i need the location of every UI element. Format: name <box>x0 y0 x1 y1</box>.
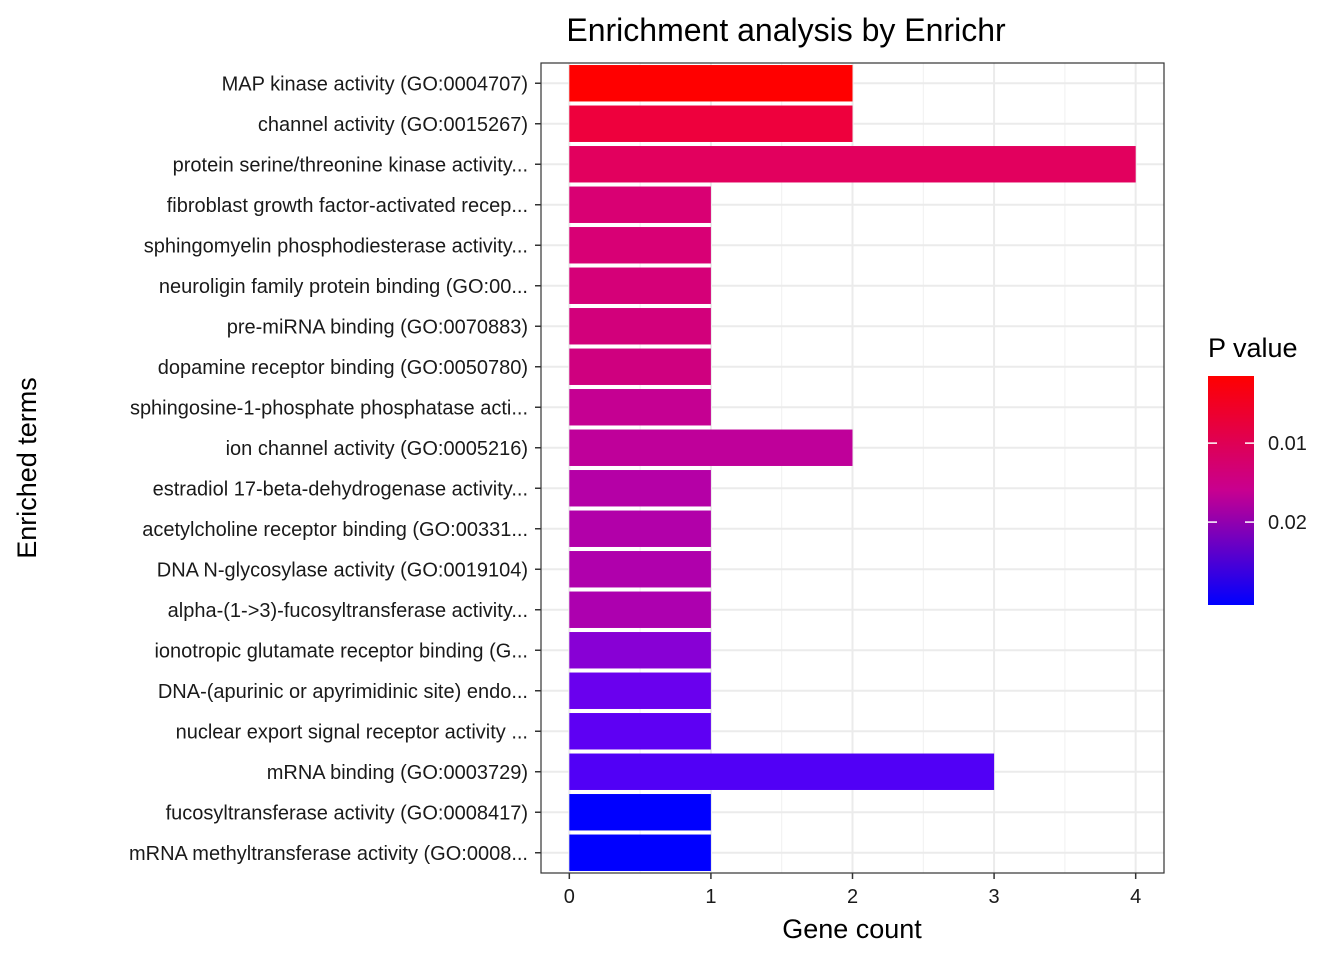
bars <box>569 65 1136 871</box>
bar <box>569 551 711 588</box>
category-label: sphingomyelin phosphodiesterase activity… <box>144 235 528 257</box>
bar <box>569 794 711 831</box>
x-axis-title: Gene count <box>782 914 922 944</box>
bar <box>569 348 711 385</box>
x-tick-label: 4 <box>1130 886 1141 908</box>
bar <box>569 65 853 102</box>
x-tick-label: 2 <box>847 886 858 908</box>
bar <box>569 389 711 426</box>
bar <box>569 267 711 304</box>
category-label: fucosyltransferase activity (GO:0008417) <box>166 802 528 824</box>
bar <box>569 429 853 466</box>
legend-label: 0.01 <box>1268 433 1307 455</box>
bar <box>569 591 711 628</box>
category-label: ion channel activity (GO:0005216) <box>226 438 528 460</box>
bar <box>569 186 711 223</box>
category-label: fibroblast growth factor-activated recep… <box>167 195 528 217</box>
legend: P value 0.01 0.02 <box>1208 333 1307 605</box>
y-axis: MAP kinase activity (GO:0004707) channel … <box>129 73 541 865</box>
bar <box>569 672 711 709</box>
chart-title: Enrichment analysis by Enrichr <box>566 12 1006 48</box>
bar <box>569 470 711 507</box>
category-label: neuroligin family protein binding (GO:00… <box>159 276 528 298</box>
category-label: protein serine/threonine kinase activity… <box>173 154 528 176</box>
legend-colorbar <box>1208 376 1254 605</box>
x-tick-label: 3 <box>989 886 1000 908</box>
category-label: estradiol 17-beta-dehydrogenase activity… <box>153 478 528 500</box>
category-label: ionotropic glutamate receptor binding (G… <box>154 640 528 662</box>
category-label: acetylcholine receptor binding (GO:00331… <box>142 519 528 541</box>
bar <box>569 227 711 264</box>
category-label: dopamine receptor binding (GO:0050780) <box>158 357 528 379</box>
category-label: DNA N-glycosylase activity (GO:0019104) <box>157 559 528 581</box>
bar <box>569 105 853 142</box>
y-axis-title: Enriched terms <box>12 377 42 559</box>
x-tick-label: 0 <box>564 886 575 908</box>
category-label: channel activity (GO:0015267) <box>258 114 528 136</box>
legend-title: P value <box>1208 333 1298 363</box>
category-label: sphingosine-1-phosphate phosphatase acti… <box>130 397 528 419</box>
category-label: mRNA methyltransferase activity (GO:0008… <box>129 843 528 865</box>
x-tick-label: 1 <box>705 886 716 908</box>
category-label: alpha-(1->3)-fucosyltransferase activity… <box>168 600 528 622</box>
category-label: nuclear export signal receptor activity … <box>176 721 528 743</box>
legend-label: 0.02 <box>1268 512 1307 534</box>
category-label: mRNA binding (GO:0003729) <box>267 762 528 784</box>
bar <box>569 510 711 547</box>
bar <box>569 308 711 345</box>
bar <box>569 146 1136 183</box>
bar <box>569 632 711 669</box>
bar <box>569 713 711 750</box>
category-label: pre-miRNA binding (GO:0070883) <box>227 316 528 338</box>
x-axis: 0 1 2 3 4 <box>564 873 1141 908</box>
category-label: MAP kinase activity (GO:0004707) <box>222 73 528 95</box>
bar <box>569 753 995 790</box>
category-label: DNA-(apurinic or apyrimidinic site) endo… <box>158 681 528 703</box>
bar <box>569 834 711 871</box>
